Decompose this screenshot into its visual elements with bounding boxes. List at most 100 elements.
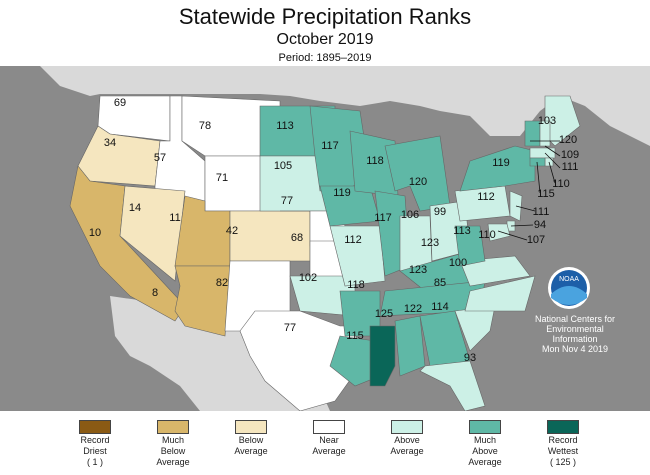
rank-label-or: 34 bbox=[104, 137, 116, 149]
legend-label: Average bbox=[390, 446, 424, 456]
legend-swatch bbox=[391, 420, 423, 434]
state-wv bbox=[454, 225, 486, 267]
leader-lines-layer bbox=[497, 140, 561, 241]
legend: Record Driest( 1 ) Much Below Average Below Av… bbox=[60, 420, 620, 472]
legend-label: ( 1 ) bbox=[86, 457, 103, 467]
state-md bbox=[487, 223, 511, 242]
rank-label-ma: 111 bbox=[562, 161, 579, 173]
legend-label: Average bbox=[468, 457, 502, 467]
rank-label-az: 8 bbox=[152, 287, 158, 299]
legend-item-much-below: Much Below Average bbox=[138, 420, 208, 467]
rank-label-sd: 105 bbox=[274, 160, 292, 172]
noaa-logo-text: NOAA bbox=[559, 276, 579, 283]
legend-label: Below bbox=[238, 435, 264, 445]
state-ny bbox=[459, 145, 536, 192]
rank-label-mo: 112 bbox=[344, 234, 362, 246]
legend-label: Wettest bbox=[547, 446, 579, 456]
leader-line-nh bbox=[544, 145, 561, 157]
state-nv bbox=[119, 185, 186, 282]
legend-swatch bbox=[235, 420, 267, 434]
state-ms bbox=[369, 325, 396, 387]
rank-label-ms: 125 bbox=[375, 308, 393, 320]
state-va bbox=[459, 255, 531, 287]
legend-label: Below bbox=[160, 446, 186, 456]
rank-labels-layer: 6934105714787111842821131057768102771171… bbox=[89, 97, 579, 364]
rank-label-mt: 78 bbox=[199, 120, 211, 132]
legend-label: Average bbox=[234, 446, 268, 456]
ncei-line3: Information bbox=[552, 334, 598, 344]
state-mo bbox=[329, 225, 386, 287]
leader-line-md bbox=[497, 230, 528, 241]
rank-label-md: 107 bbox=[527, 234, 545, 246]
legend-label: Much bbox=[161, 435, 184, 445]
period-label: Period: 1895–2019 bbox=[278, 52, 372, 64]
rank-label-ky: 123 bbox=[421, 237, 439, 249]
legend-label: Much bbox=[473, 435, 496, 445]
ncei-line2: Environmental bbox=[546, 324, 604, 334]
rank-label-fl: 93 bbox=[464, 352, 476, 364]
rank-label-ia: 119 bbox=[333, 187, 351, 199]
state-al bbox=[394, 315, 426, 377]
leader-line-ri bbox=[548, 161, 556, 184]
rank-label-ga: 114 bbox=[431, 301, 449, 313]
rank-label-ny: 119 bbox=[492, 157, 510, 169]
rank-label-ne: 77 bbox=[281, 195, 293, 207]
rank-label-id: 57 bbox=[154, 152, 166, 164]
legend-label: Above bbox=[394, 435, 420, 445]
rank-label-nv: 14 bbox=[129, 202, 141, 214]
rank-label-nc: 100 bbox=[449, 257, 467, 269]
rank-label-sc: 85 bbox=[434, 277, 446, 289]
rank-label-de: 94 bbox=[534, 219, 546, 231]
rank-label-mn: 117 bbox=[321, 140, 339, 152]
rank-label-oh: 99 bbox=[434, 206, 446, 218]
legend-swatch bbox=[313, 420, 345, 434]
rank-label-me: 103 bbox=[538, 115, 556, 127]
legend-swatch bbox=[469, 420, 501, 434]
rank-label-wa: 69 bbox=[114, 97, 126, 109]
legend-label: Average bbox=[312, 446, 346, 456]
rank-label-nj: 111 bbox=[533, 206, 550, 218]
state-tx bbox=[239, 310, 361, 411]
rank-label-ct: 115 bbox=[537, 188, 555, 200]
leader-line-de bbox=[510, 224, 534, 227]
map-subtitle: October 2019 bbox=[276, 31, 374, 48]
ncei-date: Mon Nov 4 2019 bbox=[541, 344, 609, 354]
legend-label: Average bbox=[156, 457, 190, 467]
rank-label-mi: 120 bbox=[409, 176, 427, 188]
rank-label-ca: 10 bbox=[89, 227, 101, 239]
canada-land bbox=[40, 66, 650, 146]
rank-label-ks: 68 bbox=[291, 232, 303, 244]
legend-swatch bbox=[547, 420, 579, 434]
rank-label-ri: 110 bbox=[552, 178, 570, 190]
legend-label: ( 125 ) bbox=[549, 457, 576, 467]
rank-label-la: 115 bbox=[346, 330, 364, 342]
rank-label-nd: 113 bbox=[276, 120, 294, 132]
rank-label-wy: 71 bbox=[216, 172, 228, 184]
state-mi bbox=[384, 135, 451, 212]
leader-line-ma bbox=[544, 152, 561, 169]
state-ma bbox=[529, 147, 556, 159]
rank-label-il: 117 bbox=[374, 212, 392, 224]
state-wa bbox=[97, 95, 171, 142]
noaa-logo: NOAA bbox=[548, 267, 590, 309]
rank-label-pa: 112 bbox=[477, 191, 495, 203]
rank-label-in: 106 bbox=[401, 209, 419, 221]
rank-label-nm: 82 bbox=[216, 277, 228, 289]
rank-label-nh: 109 bbox=[561, 149, 579, 161]
rank-label-ar: 118 bbox=[347, 279, 365, 291]
legend-label: Near bbox=[319, 435, 339, 445]
rank-label-wi: 118 bbox=[366, 155, 384, 167]
rank-label-co: 42 bbox=[226, 225, 238, 237]
legend-item-record-wettest: Record Wettest( 125 ) bbox=[528, 420, 598, 467]
legend-item-above: Above Average bbox=[372, 420, 442, 456]
legend-label: Driest bbox=[83, 446, 107, 456]
state-nc bbox=[464, 275, 536, 312]
rank-label-al: 122 bbox=[404, 303, 422, 315]
legend-item-record-driest: Record Driest( 1 ) bbox=[60, 420, 130, 467]
leader-line-ct bbox=[536, 161, 541, 194]
legend-item-below: Below Average bbox=[216, 420, 286, 456]
map-title: Statewide Precipitation Ranks bbox=[178, 4, 472, 29]
legend-label: Record bbox=[80, 435, 110, 445]
legend-swatch bbox=[157, 420, 189, 434]
